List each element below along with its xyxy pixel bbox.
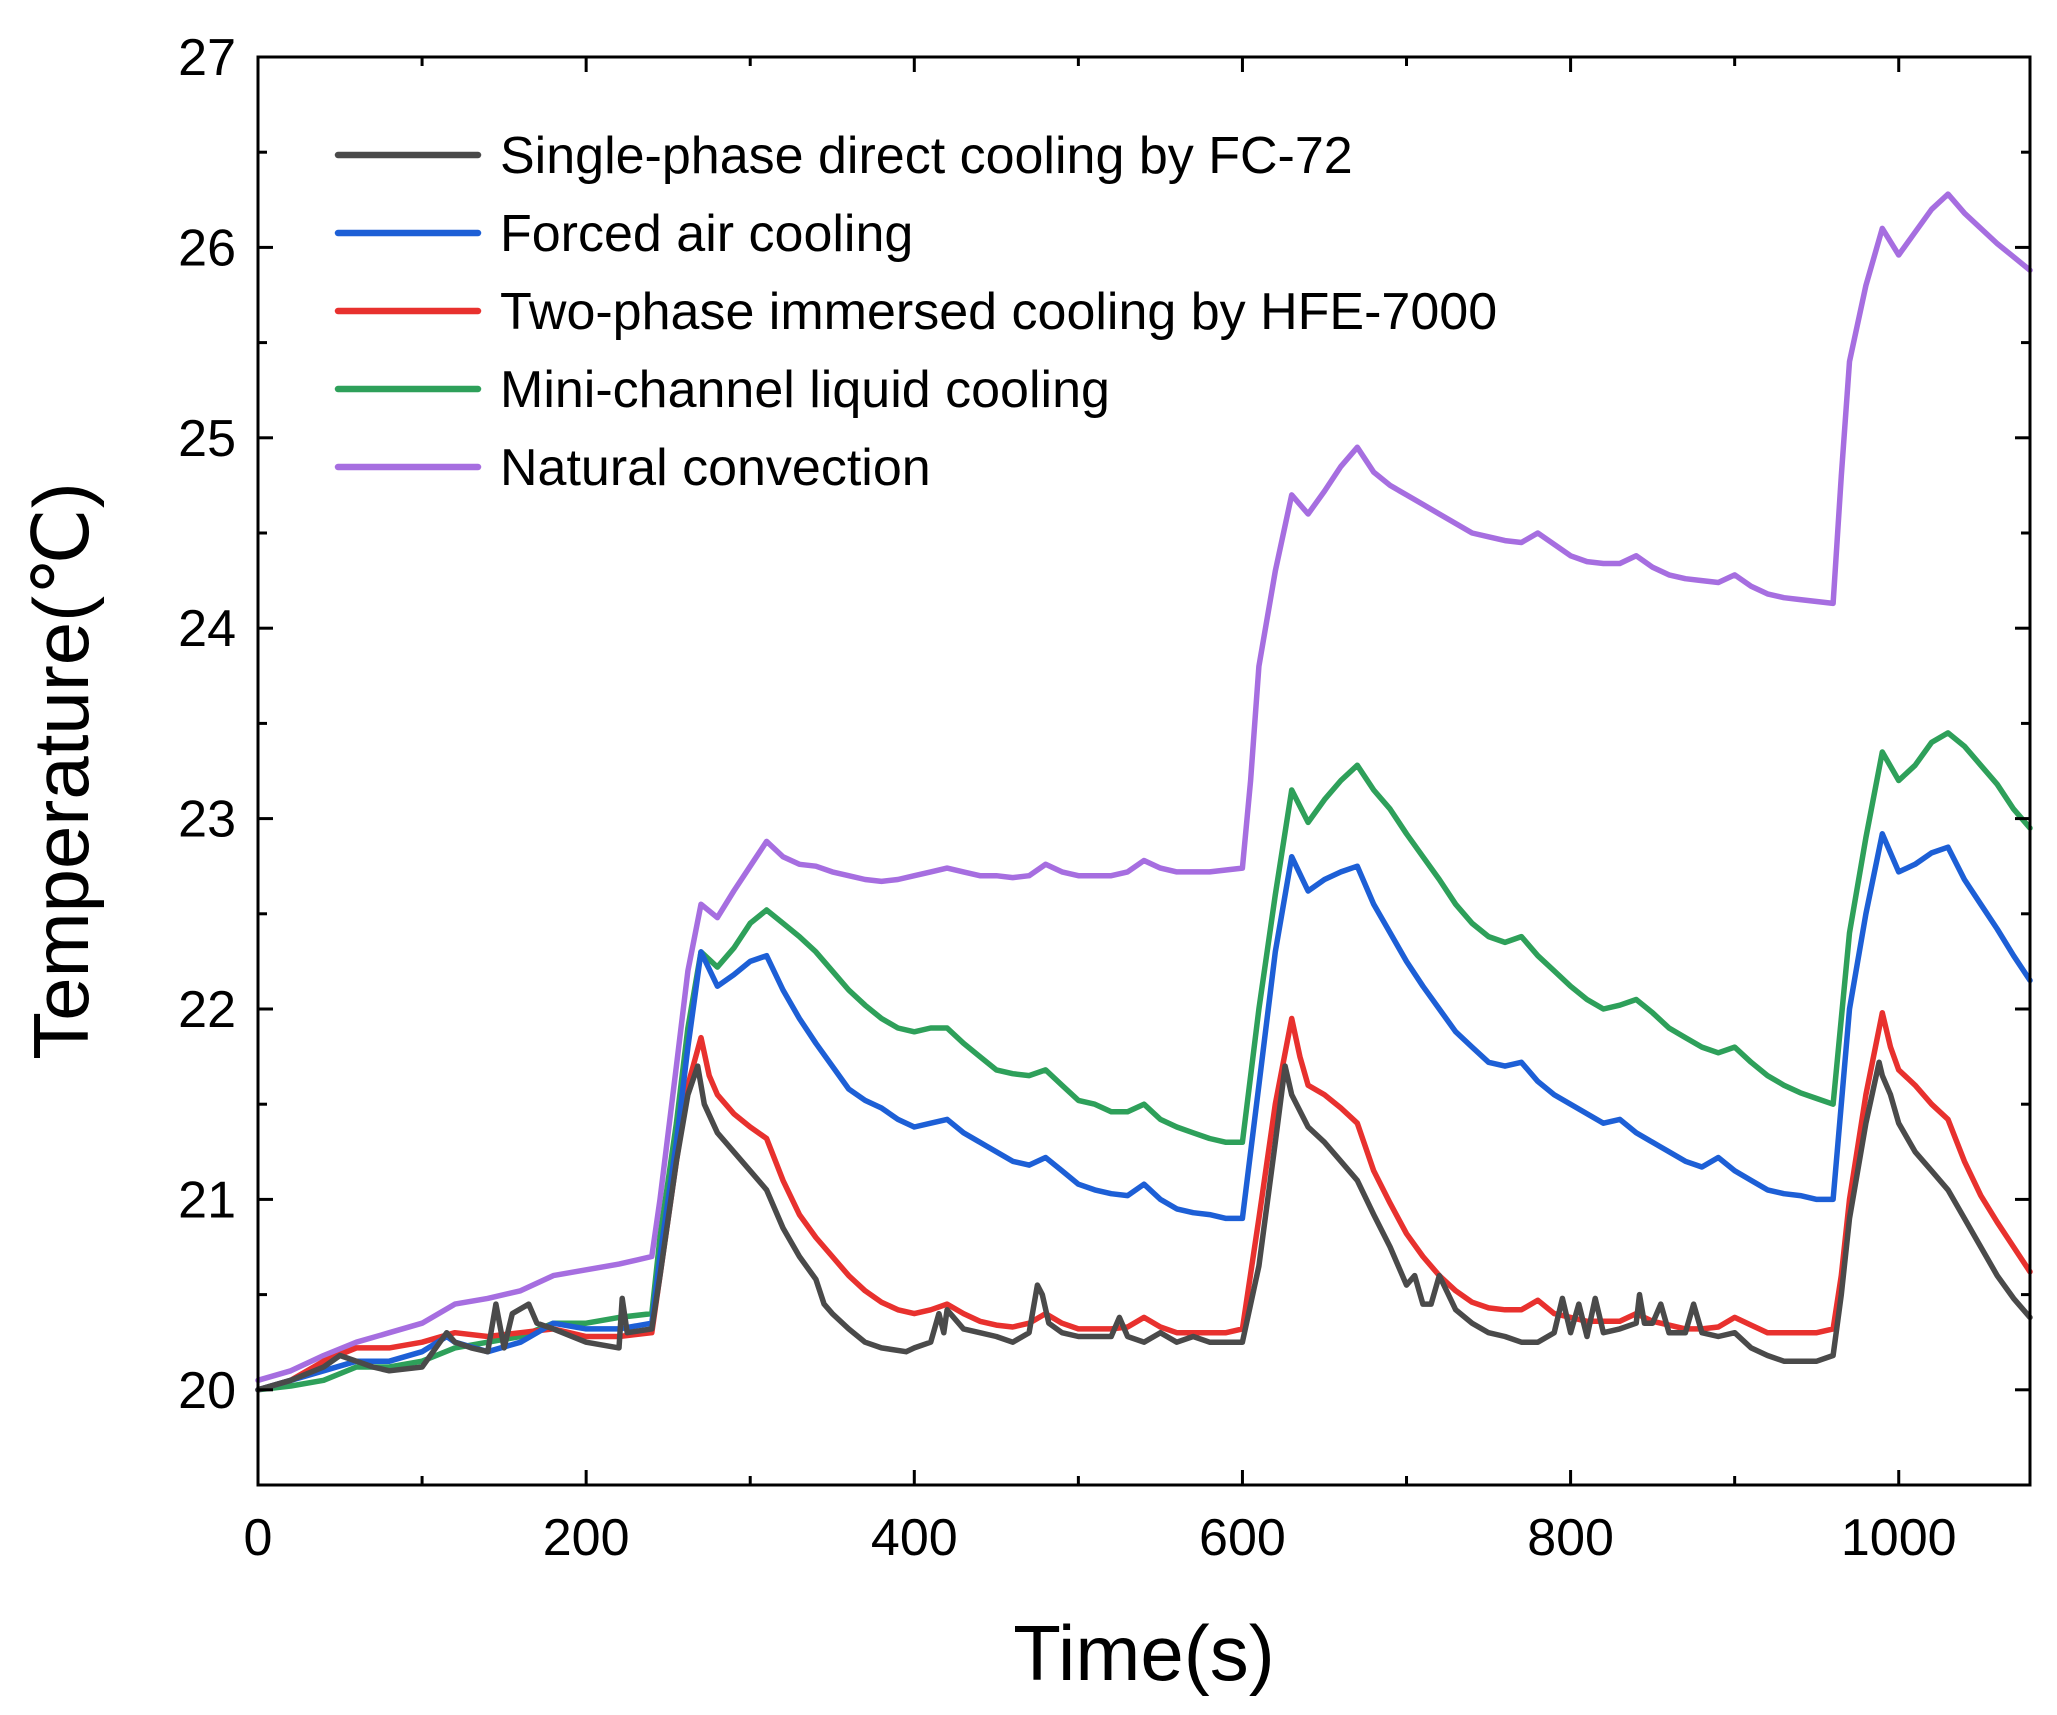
y-axis-title: Temperature(℃) [17, 482, 105, 1059]
y-tick-label: 20 [178, 1362, 236, 1420]
legend-label-4: Natural convection [500, 439, 931, 497]
legend-label-2: Two-phase immersed cooling by HFE-7000 [500, 283, 1497, 341]
x-tick-label: 400 [871, 1509, 958, 1567]
x-tick-label: 0 [244, 1509, 273, 1567]
x-tick-label: 600 [1199, 1509, 1286, 1567]
x-axis-title: Time(s) [1013, 1609, 1274, 1697]
series-line-1 [255, 831, 2033, 1393]
series-line-2 [255, 1010, 2033, 1393]
legend: Single-phase direct cooling by FC-72 Forc… [334, 127, 1497, 497]
x-tick-label: 800 [1527, 1509, 1614, 1567]
series-line-0 [255, 1059, 2033, 1393]
x-tick-label: 200 [543, 1509, 630, 1567]
y-tick-label: 25 [178, 410, 236, 468]
y-tick-label: 26 [178, 219, 236, 277]
y-tick-label: 22 [178, 981, 236, 1039]
y-tick-label: 21 [178, 1171, 236, 1229]
y-tick-label: 24 [178, 600, 236, 658]
y-tick-label: 27 [178, 29, 236, 87]
legend-label-1: Forced air cooling [500, 205, 913, 263]
ticks-layer: 0 200 400 600 800 1000 20 21 22 23 24 25 26 27 [178, 29, 2030, 1567]
x-tick-label: 1000 [1841, 1509, 1957, 1567]
y-tick-label: 23 [178, 791, 236, 849]
legend-label-3: Mini-channel liquid cooling [500, 361, 1110, 419]
series-layer [255, 191, 2033, 1393]
legend-label-0: Single-phase direct cooling by FC-72 [500, 127, 1353, 185]
series-line-4 [255, 191, 2033, 1384]
plot-frame [256, 55, 2032, 1487]
